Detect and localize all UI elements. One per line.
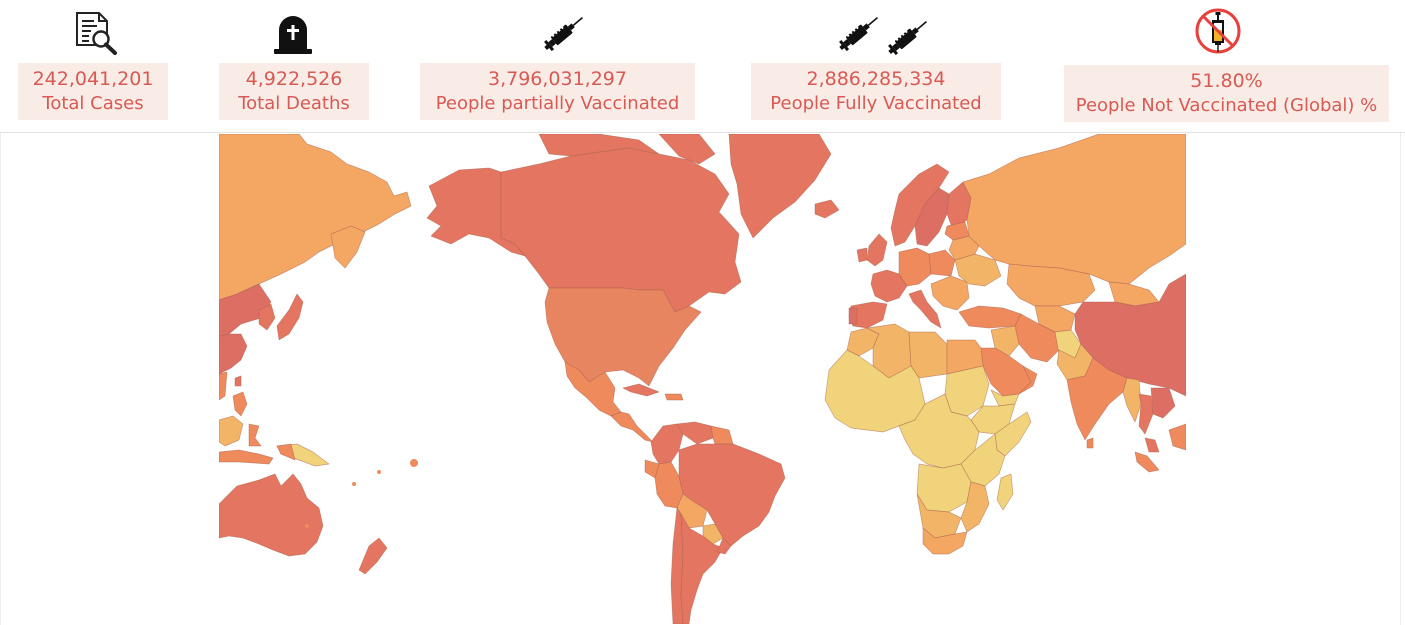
map-region-poland[interactable] [928, 249, 956, 277]
partially-vaccinated-value: 3,796,031,297 [487, 68, 627, 90]
map-region-greenland[interactable] [728, 134, 832, 239]
map-region-chile[interactable] [670, 507, 684, 624]
map-region-uruguay[interactable] [716, 537, 732, 555]
map-region-taiwan[interactable] [234, 375, 242, 387]
map-region-brazil[interactable] [678, 443, 786, 547]
map-region-central-africa[interactable] [898, 393, 980, 469]
map-region-madagascar[interactable] [996, 473, 1014, 511]
map-region-new-zealand[interactable] [358, 537, 388, 575]
map-region-east-edge-islands[interactable] [1168, 423, 1186, 451]
map-region-paraguay[interactable] [702, 523, 724, 545]
double-syringe-icon [839, 17, 927, 56]
map-region-india[interactable] [1066, 357, 1128, 441]
map-region-japan[interactable] [276, 293, 304, 341]
kpi-not-vaccinated: 51.80% People Not Vaccinated (Global) % [1064, 65, 1389, 122]
map-region-sweden[interactable] [914, 187, 950, 247]
kpi-total-deaths: 4,922,526 Total Deaths [219, 63, 369, 120]
map-region-indochina[interactable] [1150, 387, 1176, 419]
tombstone-icon [274, 16, 312, 54]
map-region-iraq-syria[interactable] [990, 325, 1020, 357]
map-region-sumatra[interactable] [1134, 451, 1160, 473]
map-region-yemen[interactable] [990, 389, 1020, 407]
map-region-saudi-arabia[interactable] [980, 347, 1032, 397]
map-region-colombia[interactable] [650, 423, 684, 465]
map-region-sulawesi[interactable] [248, 423, 262, 447]
map-region-baffin[interactable] [658, 134, 716, 165]
map-region-east-china[interactable] [219, 333, 248, 375]
map-region-kamchatka[interactable] [330, 225, 366, 269]
fully-vaccinated-value: 2,886,285,334 [806, 68, 946, 90]
map-region-oman[interactable] [1018, 365, 1038, 395]
map-region-balkans[interactable] [930, 275, 970, 311]
total-cases-value: 242,041,201 [32, 68, 154, 90]
map-region-baltics[interactable] [944, 221, 970, 241]
no-vaccine-icon [1195, 8, 1241, 54]
header-divider [0, 132, 1405, 133]
kpi-fully-vaccinated: 2,886,285,334 People Fully Vaccinated [751, 63, 1001, 120]
map-region-hispaniola[interactable] [664, 393, 684, 401]
map-region-korea[interactable] [258, 303, 276, 331]
partially-vaccinated-label: People partially Vaccinated [435, 93, 680, 114]
map-region-guianas[interactable] [710, 425, 734, 445]
map-region-ireland[interactable] [856, 247, 868, 263]
syringe-icon [544, 17, 583, 52]
map-region-borneo[interactable] [219, 415, 244, 447]
map-region-central-america[interactable] [610, 411, 654, 443]
map-region-vietnam-edge[interactable] [219, 371, 228, 401]
map-region-turkey[interactable] [958, 305, 1022, 329]
map-region-france[interactable] [870, 269, 908, 303]
map-region-russia[interactable] [962, 134, 1186, 285]
map-region-usa[interactable] [544, 287, 702, 387]
case-report-search-icon [76, 12, 117, 55]
map-region-east-russia[interactable] [219, 134, 412, 301]
map-region-australia[interactable] [219, 473, 324, 557]
map-region-portugal[interactable] [848, 307, 858, 325]
map-region-mozambique[interactable] [960, 481, 990, 533]
right-border [1400, 133, 1401, 625]
map-region-alaska[interactable] [426, 167, 526, 257]
map-region-myanmar[interactable] [1122, 377, 1142, 423]
total-deaths-label: Total Deaths [238, 93, 350, 114]
map-region-thailand[interactable] [1138, 393, 1154, 435]
map-region-new-guinea-west[interactable] [276, 443, 296, 461]
total-cases-label: Total Cases [42, 93, 144, 114]
map-region-cuba[interactable] [622, 383, 660, 397]
map-region-germany-central[interactable] [898, 247, 932, 287]
map-region-italy[interactable] [908, 289, 942, 329]
map-region-china[interactable] [1074, 273, 1186, 397]
map-region-indonesia-south[interactable] [219, 449, 274, 465]
map-region-argentina[interactable] [680, 513, 724, 624]
map-pacific-islands [305, 459, 418, 528]
total-deaths-value: 4,922,526 [245, 68, 343, 90]
map-region-angola-zambia[interactable] [916, 463, 972, 513]
map-region-ukraine[interactable] [954, 253, 1002, 287]
map-region-venezuela[interactable] [676, 421, 714, 445]
map-region-sri-lanka[interactable] [1086, 437, 1094, 449]
kpi-partially-vaccinated: 3,796,031,297 People partially Vaccinate… [420, 63, 695, 120]
map-region-malaysia[interactable] [1144, 437, 1160, 453]
map-region-canada-arctic[interactable] [538, 134, 660, 157]
left-border [0, 133, 1, 625]
map-region-south-africa[interactable] [922, 527, 968, 555]
map-region-canada[interactable] [500, 147, 742, 313]
fully-vaccinated-label: People Fully Vaccinated [770, 93, 982, 114]
map-region-philippines[interactable] [232, 391, 248, 417]
not-vaccinated-label: People Not Vaccinated (Global) % [1075, 95, 1378, 116]
kpi-total-cases: 242,041,201 Total Cases [18, 63, 168, 120]
not-vaccinated-value: 51.80% [1190, 70, 1263, 92]
world-choropleth-map[interactable] [219, 134, 1186, 624]
map-region-iceland[interactable] [814, 199, 840, 219]
map-region-uk[interactable] [866, 233, 888, 267]
